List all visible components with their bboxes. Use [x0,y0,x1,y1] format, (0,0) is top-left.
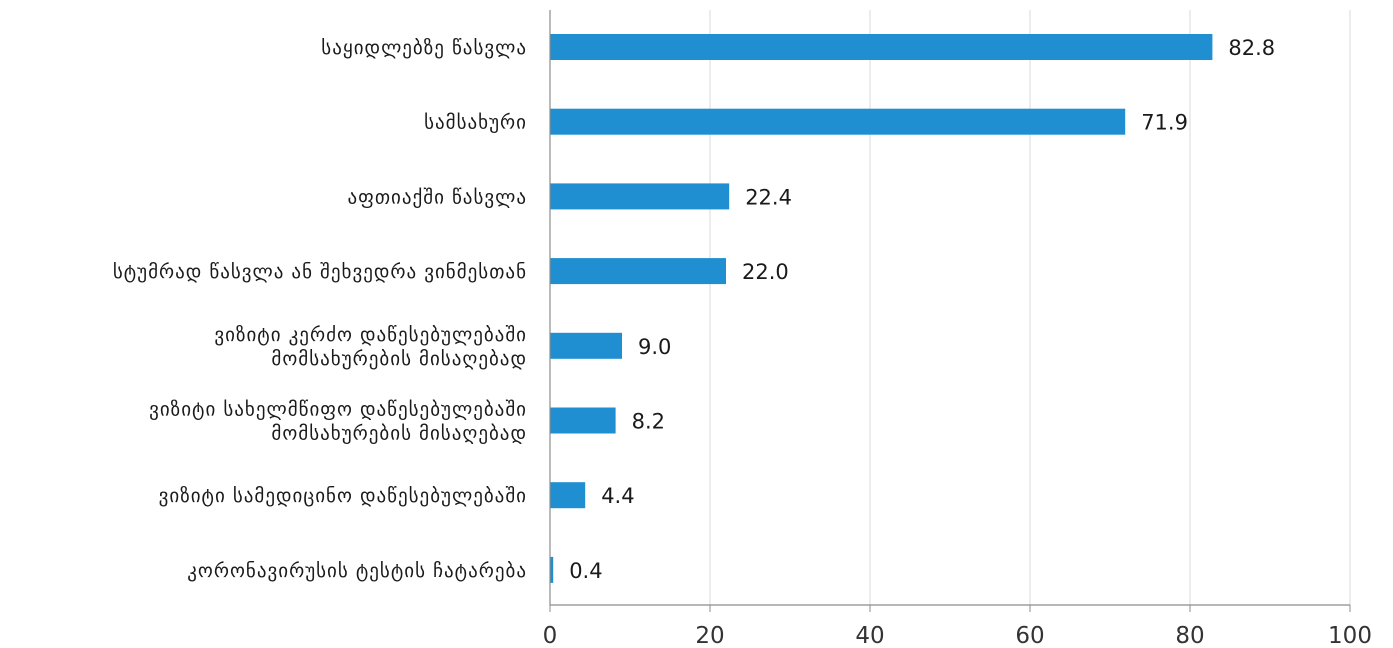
value-label: 0.4 [569,559,602,583]
category-label: აფთიაქში წასვლა [348,186,528,208]
bar [550,332,622,359]
bar [550,183,730,210]
bar [550,482,586,509]
x-tick-label: 100 [1328,623,1372,648]
value-label: 4.4 [601,484,634,508]
value-label: 82.8 [1228,36,1275,60]
bar [550,258,726,285]
value-label: 71.9 [1141,111,1188,135]
value-label: 9.0 [638,335,671,359]
category-label: მომსახურების მისაღებად [271,348,527,370]
category-label: ვიზიტი სახელმწიფო დაწესებულებაში [149,399,527,421]
x-tick-label: 60 [1015,623,1044,648]
category-label: სტუმრად წასვლა ან შეხვედრა ვინმესთან [113,261,527,283]
value-label: 22.4 [745,185,792,209]
bar [550,108,1126,135]
category-label: საყიდლებზე წასვლა [321,37,527,59]
value-label: 8.2 [632,410,665,434]
bars [550,34,1213,583]
category-label: მომსახურების მისაღებად [271,423,527,445]
category-label: ვიზიტი კერძო დაწესებულებაში [214,324,527,346]
x-tick-label: 0 [543,623,558,648]
bar [550,556,554,583]
bar [550,34,1213,60]
axes [549,10,1351,612]
category-label: ვიზიტი სამედიცინო დაწესებულებაში [159,485,527,507]
category-label: სამსახური [424,112,527,134]
value-label: 22.0 [742,260,789,284]
x-tick-label: 80 [1175,623,1204,648]
x-tick-label: 40 [855,623,884,648]
labels: 0 20 40 60 80 100 82.8 საყიდლებზე წასვლა 71.9 სამ… [113,36,1372,648]
x-tick-label: 20 [695,623,724,648]
bar [550,407,616,434]
gridlines [709,10,1351,605]
category-label: კორონავირუსის ტესტის ჩატარება [187,560,527,582]
